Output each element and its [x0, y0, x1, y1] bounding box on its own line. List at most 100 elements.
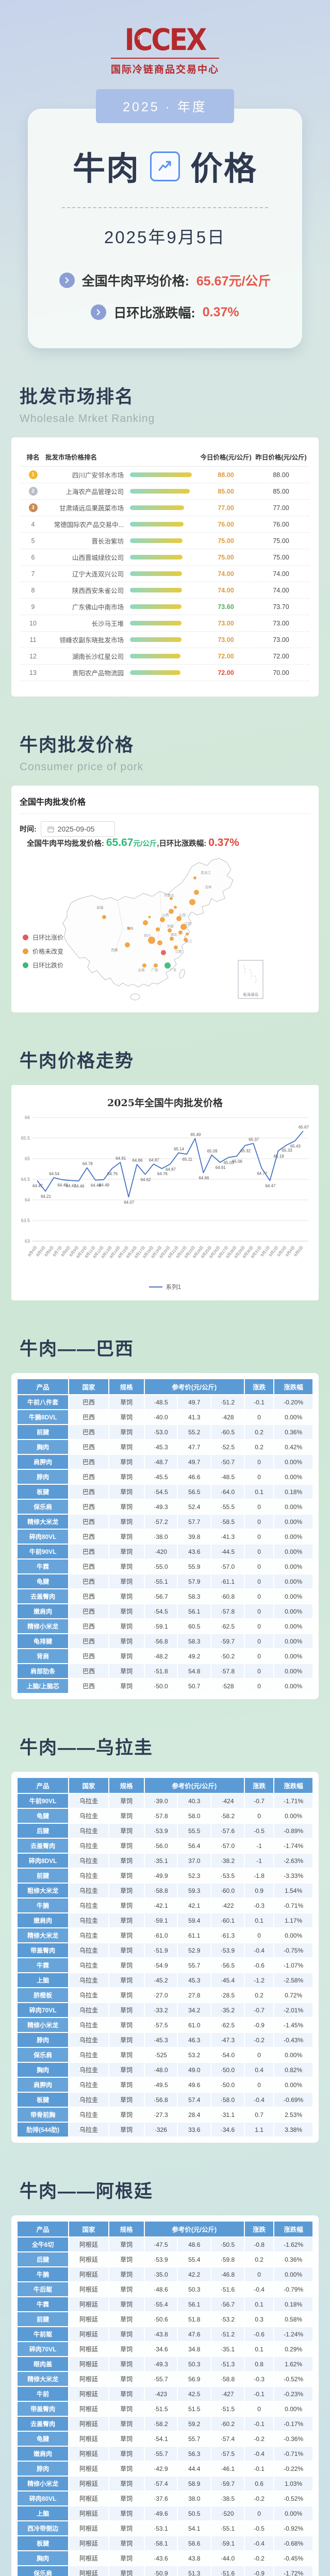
chart-title: 2025年全国牛肉批发价格 — [107, 1097, 223, 1109]
price-bar — [130, 571, 182, 576]
data-label: 64.76 — [107, 1172, 118, 1176]
province-label: 河南 — [167, 924, 174, 928]
china-map: 南海诸岛 新疆西藏青海内蒙古黑龙江吉林山西山东河南江苏浙江江西广东广西云南四川湖… — [62, 858, 263, 1001]
china-map-wrap: 南海诸岛 新疆西藏青海内蒙古黑龙江吉林山西山东河南江苏浙江江西广东广西云南四川湖… — [20, 851, 310, 1008]
iccex-logo-icon: ICCEX ❄ — [124, 22, 207, 57]
price-row: 嫩肩肉 巴西 草饲 ·54.5 56.1·57.8 0 0.00% — [16, 1603, 314, 1619]
data-label: 64.54 — [49, 1172, 60, 1176]
price-row: 板腱 阿根廷 草饲 ·58.1 58.6·59.1 -0.4 -0.68% — [16, 2535, 314, 2551]
ranking-rows: 1 四川广安邻水市场 88.00 88.00 2 上海农产品管理公司 85.00 85.00 3… — [21, 467, 309, 681]
product-name: 牛前90VL — [16, 1544, 70, 1560]
yesterday-price: 73.00 — [273, 636, 289, 643]
price-row: 带骨前胸 乌拉圭 草饲 ·27.3 28.4·31.1 0.7 2.53% — [16, 2107, 314, 2123]
today-price: 72.00 — [218, 652, 234, 660]
data-label: 64.91 — [116, 1156, 126, 1161]
map-dot — [189, 899, 195, 905]
price-row: 碎肉80VL 阿根廷 草饲 ·37.6 38.0·38.5 -0.2 -0.52% — [16, 2490, 314, 2506]
price-row: 去盖臀肉 阿根廷 草饲 ·58.2 59.2·60.2 -0.1 -0.17% — [16, 2416, 314, 2432]
map-toolbar: 时间: 2025-09-05 全国牛肉平均批发价格: 65.67元/公斤,日环比… — [20, 821, 310, 849]
country-price-card: 产品 国家 规格 参考价(元/公斤) 涨跌 涨跌幅 牛前八件套 巴西 草饲 ·48.5 49.7·5… — [11, 1373, 319, 1699]
map-dot — [176, 916, 182, 921]
price-row: 胸肉 乌拉圭 草饲 ·48.0 49.0·50.0 0.4 0.82% — [16, 2062, 314, 2078]
country-price-card: 产品 国家 规格 参考价(元/公斤) 涨跌 涨跌幅 全牛6切 阿根廷 草饲 ·47.5 48.6·5… — [11, 2215, 319, 2576]
ranking-row: 10 长沙马王堆 73.00 73.00 — [21, 615, 309, 632]
price-row: 精修大米龙 阿根廷 草饲 ·55.7 56.9·58.8 -0.3 -0.52% — [16, 2371, 314, 2387]
product-name: 牛霖 — [16, 1957, 70, 1973]
price-row: 带盖臀肉 乌拉圭 草饲 ·51.9 52.9·53.9 -0.4 -0.75% — [16, 1942, 314, 1958]
price-row: 牛霖 阿根廷 草饲 ·55.4 56.1·56.7 0.1 0.18% — [16, 2296, 314, 2312]
yesterday-price: 75.00 — [273, 537, 289, 545]
product-name: 去盖臀肉 — [16, 2416, 70, 2432]
ranking-row: 13 贵阳农产品物流园 72.00 70.00 — [21, 665, 309, 681]
province-label: 西藏 — [111, 947, 119, 952]
map-dot — [142, 963, 146, 968]
product-name: 前腱 — [16, 1868, 70, 1884]
product-name: 带盖臀肉 — [16, 1942, 70, 1958]
product-name: 精修小米龙 — [16, 1618, 70, 1634]
province-label: 四川 — [144, 934, 151, 938]
price-row: 上脑/上脑芯 巴西 草饲 ·50.0 50.7·528 0 0.00% — [16, 1678, 314, 1694]
today-price: 74.00 — [218, 570, 234, 578]
wholesale-subtitle: Consumer price of pork — [20, 761, 144, 773]
province-label: 浙江 — [186, 939, 193, 943]
country-price-card: 产品 国家 规格 参考价(元/公斤) 涨跌 涨跌幅 牛前90VL 乌拉圭 草饲 ·39.0 40.3… — [11, 1772, 319, 2143]
price-row: 保乐肩 乌拉圭 草饲 ·525 53.2·54.0 0 0.00% — [16, 2047, 314, 2063]
map-dot — [194, 890, 199, 895]
today-price: 74.00 — [218, 586, 234, 594]
data-label: 64.07 — [124, 1200, 135, 1205]
price-row: 精修大米龙 巴西 草饲 ·57.2 57.7·58.5 0 0.00% — [16, 1514, 314, 1530]
product-name: 牛腩 — [16, 1897, 70, 1913]
map-dot — [170, 897, 173, 900]
price-row: 带盖臀肉 阿根廷 草饲 ·51.5 51.5·51.5 0 0.00% — [16, 2401, 314, 2417]
product-name: 保乐肩 — [16, 1499, 70, 1515]
product-name: 粗修大米龙 — [16, 1883, 70, 1899]
country-title: 牛肉——阿根廷 — [20, 2181, 154, 2201]
market-name: 长沙马王堆 — [91, 620, 124, 628]
report-date: 2025年9月5日 — [104, 228, 226, 247]
data-label: 64.49 — [57, 1183, 68, 1188]
product-name: 嫩肩肉 — [16, 1603, 70, 1619]
price-row: 眼肉盖 阿根廷 草饲 ·49.3 50.3·51.3 0.8 1.62% — [16, 2356, 314, 2372]
price-bar — [130, 670, 181, 675]
price-row: 肩胛肉 乌拉圭 草饲 ·49.5 49.6·50.0 0 0.00% — [16, 2077, 314, 2093]
chevron-circle-icon — [59, 273, 75, 288]
map-dot — [127, 927, 130, 930]
product-name: 精修小米龙 — [16, 2476, 70, 2492]
data-label: 64.21 — [41, 1194, 52, 1199]
price-row: 牛腩 阿根廷 草饲 ·35.0 42.2·46.8 0 0.00% — [16, 2266, 314, 2282]
price-row: 龟排腱 巴西 草饲 ·56.8 58.3·59.7 0 0.00% — [16, 1633, 314, 1649]
data-label: 64.87 — [166, 1167, 176, 1172]
data-label: 65.09 — [207, 1149, 218, 1154]
product-name: 胸肉 — [16, 2062, 70, 2078]
hero-stats: 全国牛肉平均价格: 65.67元/公斤 日环比涨跌幅: 0.37% — [43, 271, 287, 321]
ranking-row: 6 山西晋城绿欣公司 75.00 75.00 — [21, 549, 309, 566]
product-name: 嫩肩肉 — [16, 1912, 70, 1928]
date-value: 2025-09-05 — [57, 825, 95, 833]
yesterday-price: 73.00 — [273, 619, 289, 627]
today-price: 77.00 — [218, 504, 234, 512]
province-label: 吉林 — [205, 885, 212, 889]
price-row: 背肩 巴西 草饲 ·48.2 49.2·50.2 0 0.00% — [16, 1648, 314, 1664]
trend-card: 2025年全国牛肉批发价格 63 63.5 64 64.5 65 65.5 66 64.47 6… — [11, 1085, 319, 1300]
product-name: 脖肉 — [16, 2032, 70, 2048]
price-row: 牛前90VL 乌拉圭 草饲 ·39.0 40.3·424 -0.7 -1.71% — [16, 1793, 314, 1809]
data-label: 64.47 — [265, 1183, 276, 1188]
province-label: 山东 — [179, 912, 187, 917]
product-name: 牛腩 — [16, 2266, 70, 2282]
price-row: 牛前八件套 巴西 草饲 ·48.5 49.7·51.2 -0.1 -0.20% — [16, 1394, 314, 1410]
data-label: 64.66 — [199, 1176, 209, 1180]
ranking-title: 批发市场排名 — [20, 387, 135, 407]
date-picker[interactable]: 2025-09-05 — [40, 821, 115, 837]
country-title: 牛肉——乌拉圭 — [20, 1738, 154, 1758]
day-change-label: 日环比涨跌幅: — [113, 306, 195, 320]
product-name: 胸肉 — [16, 2550, 70, 2566]
product-name: 去盖臀肉 — [16, 1838, 70, 1854]
yesterday-price: 77.00 — [273, 504, 289, 512]
svg-text:65: 65 — [25, 1156, 30, 1161]
legend-item: 价格未改变 — [23, 947, 63, 956]
product-name: 碎肉8DVL — [16, 1853, 70, 1869]
yesterday-price: 85.00 — [273, 487, 289, 495]
ranking-row: 1 四川广安邻水市场 88.00 88.00 — [21, 467, 309, 483]
product-name: 精修小米龙 — [16, 2017, 70, 2033]
